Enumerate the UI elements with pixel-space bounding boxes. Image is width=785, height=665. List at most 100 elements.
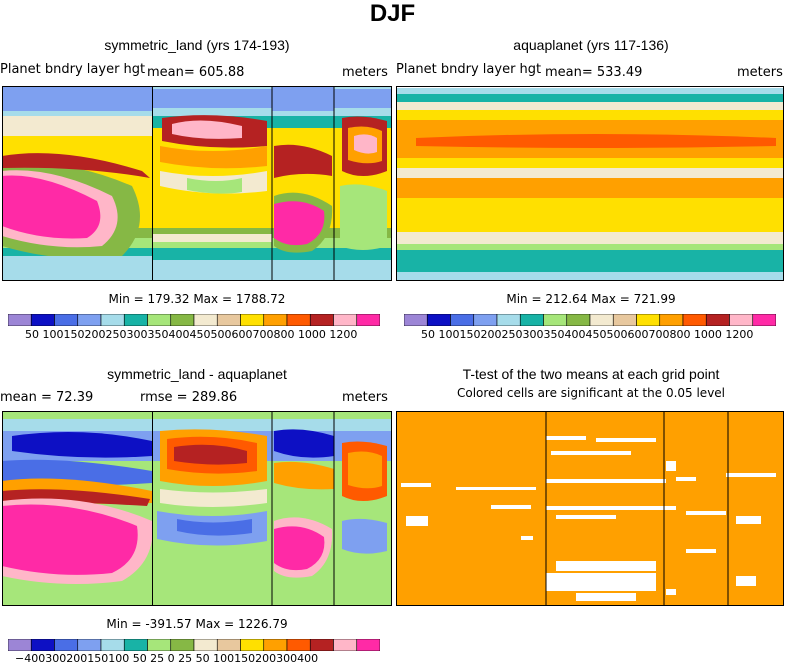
- colorbar-swatch: [100, 314, 125, 326]
- colorbar-swatch: [123, 314, 148, 326]
- p2-b2: [396, 94, 784, 102]
- colorbar-swatch: [77, 639, 102, 651]
- p1-land-a-north: [2, 86, 152, 111]
- panel2-min-max: Min = 212.64 Max = 721.99: [506, 292, 676, 306]
- colorbar-swatch: [240, 314, 265, 326]
- colorbar-swatch: [123, 639, 148, 651]
- panel2-mean-label: mean= 533.49: [545, 65, 643, 80]
- colorbar-swatch: [54, 314, 79, 326]
- colorbar-swatch: [333, 639, 358, 651]
- colorbar-swatch: [309, 314, 334, 326]
- p4-frame: [396, 411, 784, 606]
- colorbar-swatch: [426, 314, 451, 326]
- colorbar-swatch: [705, 314, 730, 326]
- p1-land-a-red: [2, 153, 150, 178]
- panel3-mean-label: mean = 72.39: [0, 390, 94, 405]
- panel2-units: meters: [737, 65, 783, 80]
- panel2-variable-label: Planet bndry layer hgt: [396, 62, 542, 77]
- colorbar-swatch: [193, 314, 218, 326]
- panel3-colorbar-ticks: −400300200150100 50 25 0 25 50 100150200…: [15, 652, 319, 665]
- p1-frame: [2, 86, 392, 281]
- panel3-map: [2, 411, 392, 606]
- colorbar-swatch: [729, 314, 754, 326]
- p1-ocean-tan-s: [152, 234, 272, 242]
- p1-land-a-magenta: [2, 175, 101, 239]
- p3-land-b-blue: [274, 429, 334, 458]
- panel1-units: meters: [342, 65, 388, 80]
- colorbar-swatch: [450, 314, 475, 326]
- p2-b10: [396, 232, 784, 244]
- colorbar-swatch: [612, 314, 637, 326]
- p2-b6: [396, 158, 784, 168]
- panel4-subtitle: Colored cells are significant at the 0.0…: [456, 386, 726, 400]
- p2-b8: [396, 178, 784, 198]
- panel2-colorbar-ticks: 50 100150200250300350400450500600700800 …: [421, 328, 754, 341]
- colorbar-swatch: [309, 639, 334, 651]
- colorbar-swatch: [356, 639, 380, 651]
- p1-land-b-red: [274, 144, 332, 178]
- colorbar-swatch: [286, 314, 311, 326]
- p2-frame: [396, 86, 784, 281]
- p1-band-s2: [2, 238, 392, 248]
- colorbar-swatch: [263, 314, 288, 326]
- p3-ocean-darkred: [174, 444, 247, 465]
- p3-east-blue: [342, 518, 387, 554]
- colorbar-swatch: [54, 639, 79, 651]
- panel3-rmse-label: rmse = 289.86: [140, 390, 238, 405]
- colorbar-swatch: [473, 314, 498, 326]
- panel4-title: T-test of the two means at each grid poi…: [462, 366, 720, 382]
- colorbar-swatch: [566, 314, 591, 326]
- colorbar-swatch: [333, 314, 358, 326]
- p1-ocean-pink: [172, 120, 242, 139]
- panel3-units: meters: [342, 390, 388, 405]
- colorbar-swatch: [496, 314, 521, 326]
- colorbar-swatch: [682, 314, 707, 326]
- panel2-map: [396, 86, 784, 281]
- colorbar-swatch: [193, 639, 218, 651]
- colorbar-swatch: [636, 314, 661, 326]
- panel1-map: [2, 86, 392, 281]
- panel3-min-max: Min = -391.57 Max = 1226.79: [106, 617, 288, 631]
- p1-land-b-magenta: [274, 201, 325, 246]
- colorbar-swatch: [659, 314, 684, 326]
- p3-ocean-blue2: [177, 519, 252, 536]
- colorbar-swatch: [30, 639, 55, 651]
- panel2-title: aquaplanet (yrs 117-136): [513, 37, 669, 53]
- p1-east-pink: [354, 134, 377, 154]
- colorbar-swatch: [170, 639, 195, 651]
- p1-land-a-belt: [2, 116, 152, 136]
- p1-east-green: [340, 184, 387, 250]
- colorbar-swatch: [100, 639, 125, 651]
- colorbar-swatch: [286, 639, 311, 651]
- figure-title: DJF: [369, 0, 416, 27]
- panel1-colorbar: [8, 314, 380, 326]
- p2-b11: [396, 244, 784, 250]
- colorbar-swatch: [519, 314, 544, 326]
- colorbar-swatch: [77, 314, 102, 326]
- p2-b13: [396, 272, 784, 281]
- p3-land-b-orange: [274, 461, 334, 490]
- colorbar-swatch: [147, 314, 172, 326]
- colorbar-swatch: [240, 639, 265, 651]
- panel1-title: symmetric_land (yrs 174-193): [104, 37, 290, 53]
- p4-insignificant-cells: [401, 436, 776, 601]
- colorbar-swatch: [543, 314, 568, 326]
- panel1-mean-label: mean= 605.88: [147, 65, 245, 80]
- p2-b9: [396, 198, 784, 232]
- panel3-colorbar: [8, 639, 380, 651]
- colorbar-swatch: [30, 314, 55, 326]
- colorbar-swatch: [8, 314, 32, 326]
- p3-b1: [2, 419, 392, 431]
- panel2-colorbar: [404, 314, 776, 326]
- colorbar-swatch: [263, 639, 288, 651]
- p2-b3: [396, 102, 784, 110]
- colorbar-swatch: [589, 314, 614, 326]
- p2-b7: [396, 168, 784, 178]
- panel1-min-max: Min = 179.32 Max = 1788.72: [108, 292, 286, 306]
- p3-east-orange: [348, 451, 382, 489]
- colorbar-swatch: [356, 314, 380, 326]
- p1-ocean-green-blob: [187, 178, 242, 194]
- panel3-title: symmetric_land - aquaplanet: [107, 366, 287, 382]
- p2-b4: [396, 110, 784, 120]
- panel1-variable-label: Planet bndry layer hgt: [0, 62, 146, 77]
